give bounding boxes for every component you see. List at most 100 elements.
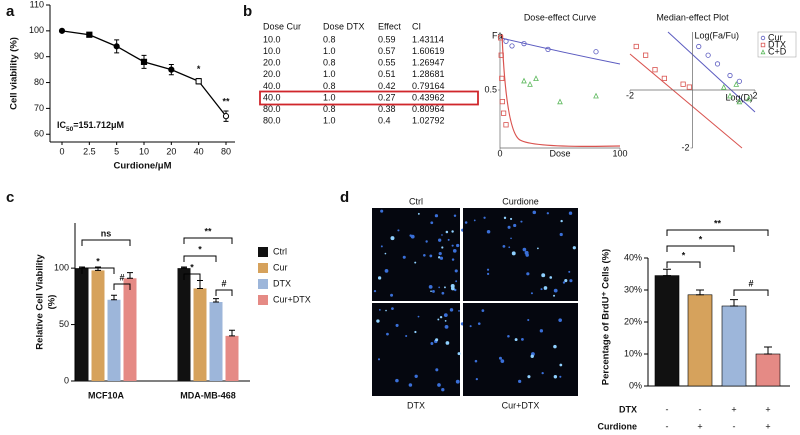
y-tick-label: 110 [30, 0, 44, 9]
legend-label: Cur+DTX [273, 294, 311, 304]
table-cell: 0.42 [378, 81, 396, 91]
cell-nucleus [503, 216, 507, 220]
x-axis-label: Curdione/μM [113, 161, 171, 172]
table-cell: 10.0 [263, 46, 281, 56]
y-tick-label: 90 [34, 51, 44, 61]
significance-label: ** [714, 218, 722, 228]
legend-swatch [258, 247, 268, 257]
cell-nucleus [444, 320, 447, 322]
cell-nucleus [455, 280, 458, 283]
table-header: Dose Cur [263, 21, 301, 31]
data-point [593, 49, 599, 55]
cell-nucleus [432, 290, 435, 293]
treatment-sign: - [666, 404, 669, 414]
data-point [652, 67, 658, 73]
data-point [503, 122, 509, 128]
cell-nucleus [458, 310, 460, 312]
cell-nucleus [380, 245, 383, 248]
y-tick-label: 0 [64, 375, 69, 385]
y-tick-label: 60 [34, 129, 44, 139]
cell-nucleus [486, 268, 490, 271]
cell-nucleus [559, 232, 563, 237]
x-tick-label: 40 [194, 146, 204, 156]
x-tick-label: MDA-MB-468 [180, 390, 236, 400]
cell-nucleus [423, 253, 426, 257]
cell-nucleus [376, 319, 380, 323]
table-cell: 0.38 [378, 104, 396, 114]
error-bar [197, 280, 203, 289]
cell-nucleus [543, 286, 548, 290]
legend-marker [760, 42, 766, 48]
fit-line [667, 31, 756, 113]
y-axis-label: Cell viability (%) [9, 37, 20, 110]
table-cell: 1.0 [323, 69, 336, 79]
data-point [727, 72, 733, 79]
cell-nucleus [477, 322, 481, 325]
cell-nucleus [449, 308, 454, 312]
y-tick-label: 100 [29, 25, 44, 35]
fit-curve [501, 33, 621, 147]
cell-nucleus [438, 238, 442, 242]
table-cell: 40.0 [263, 81, 281, 91]
cell-nucleus [391, 307, 394, 310]
ic50-base: IC [57, 120, 67, 130]
data-point [140, 58, 148, 65]
y-axis-label: Relative Cell Viability [35, 254, 46, 350]
cell-nucleus [510, 237, 512, 240]
treatment-sign: + [697, 421, 702, 431]
cell-nucleus [546, 212, 550, 215]
significance-bracket [183, 255, 217, 262]
cell-nucleus [441, 388, 445, 392]
cell-nucleus [452, 248, 457, 253]
cell-nucleus [438, 286, 441, 289]
significance-bracket [113, 283, 131, 290]
cell-nucleus [553, 294, 556, 297]
cell-nucleus [527, 318, 530, 322]
x-tick-label: 80 [221, 146, 231, 156]
treatment-sign: - [666, 421, 669, 431]
cell-nucleus [405, 334, 408, 338]
bar [721, 305, 747, 387]
cell-nucleus [507, 225, 511, 229]
cell-nucleus [521, 337, 524, 341]
bar [75, 268, 89, 381]
cell-nucleus [498, 356, 502, 360]
data-point [736, 78, 742, 84]
y-tick-label: 20% [624, 316, 642, 326]
data-point [113, 43, 120, 50]
bar [755, 353, 781, 387]
cell-nucleus [417, 315, 420, 318]
significance-label: * [190, 262, 194, 272]
table-cell: 0.57 [378, 46, 396, 56]
error-bar [730, 299, 738, 307]
data-point [696, 43, 702, 50]
cell-nucleus [454, 288, 457, 292]
treatment-sign: + [765, 404, 770, 414]
cell-nucleus [409, 234, 412, 237]
panel-label: b [243, 3, 252, 20]
cell-nucleus [473, 219, 476, 222]
error-bar [663, 268, 671, 277]
cell-nucleus [500, 359, 505, 364]
y-axis-label: Log(Fa/Fu) [695, 30, 740, 40]
image-label: Ctrl [409, 196, 423, 206]
cell-nucleus [441, 234, 443, 236]
y-tick-label: 0% [629, 380, 642, 390]
x-tick-label: MCF10A [88, 390, 125, 400]
ic50-subscript: 50 [66, 126, 74, 133]
cell-nucleus [553, 288, 558, 293]
cell-nucleus [526, 272, 530, 276]
fit-line [629, 53, 743, 149]
line [61, 30, 227, 117]
y-axis-label: Percentage of BrdU⁺ Cells (%) [601, 249, 612, 385]
cell-nucleus [532, 210, 537, 215]
cell-nucleus [481, 309, 485, 312]
table-cell: 1.02792 [412, 116, 445, 126]
chart-title: Median-effect Plot [656, 12, 729, 22]
table-cell: 0.8 [323, 81, 336, 91]
x-axis-label: Dose [549, 148, 570, 158]
data-point [545, 46, 551, 53]
cell-nucleus [434, 214, 439, 218]
data-point [661, 75, 667, 81]
ic50-label: IC50=151.712μM [57, 120, 124, 132]
